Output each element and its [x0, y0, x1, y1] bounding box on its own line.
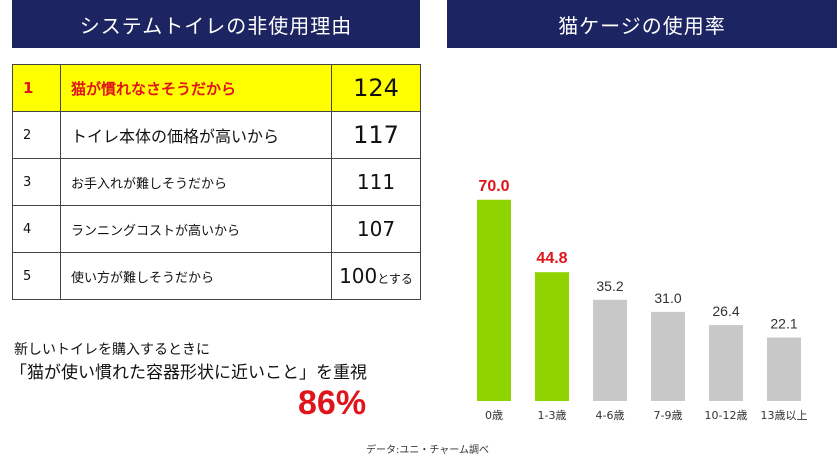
left-panel-title: システムトイレの非使用理由	[12, 0, 420, 48]
bar	[709, 325, 743, 401]
x-tick-label: 4-6歳	[596, 409, 625, 422]
bar	[767, 337, 801, 401]
count-cell: 111	[331, 158, 421, 206]
reasons-table: 1 猫が慣れなさそうだから 124 2 トイレ本体の価格が高いから 117 3 …	[12, 64, 421, 300]
note-line-2: 「猫が使い慣れた容器形状に近いこと」を重視	[10, 363, 367, 383]
data-label: 44.8	[536, 250, 567, 267]
x-tick-label: 0歳	[485, 409, 503, 422]
rank-cell: 5	[12, 252, 61, 300]
data-label: 22.1	[770, 315, 797, 331]
x-tick-label: 10-12歳	[705, 409, 748, 422]
table-row: 2 トイレ本体の価格が高いから 117	[12, 111, 421, 159]
count-value: 111	[356, 170, 396, 194]
rank-cell: 2	[12, 111, 61, 159]
table-row: 5 使い方が難しそうだから 100とする	[12, 252, 421, 300]
count-suffix: とする	[377, 272, 413, 286]
count-value: 107	[356, 217, 396, 241]
note-line-1: 新しいトイレを購入するときに	[14, 342, 210, 358]
count-cell: 117	[331, 111, 421, 159]
count-value: 124	[353, 74, 399, 102]
reason-cell: ランニングコストが高いから	[60, 205, 332, 253]
right-panel-title: 猫ケージの使用率	[447, 0, 837, 48]
table-row: 3 お手入れが難しそうだから 111	[12, 158, 421, 206]
rank-cell: 4	[12, 205, 61, 253]
x-tick-label: 1-3歳	[538, 409, 567, 422]
bar	[477, 199, 511, 401]
reason-cell: 猫が慣れなさそうだから	[60, 64, 332, 112]
data-label: 31.0	[654, 290, 681, 306]
reason-cell: お手入れが難しそうだから	[60, 158, 332, 206]
count-cell: 100とする	[331, 252, 421, 300]
bar	[593, 299, 627, 401]
count-value: 100	[339, 264, 378, 288]
bar	[535, 272, 569, 401]
rank-cell: 1	[12, 64, 61, 112]
x-tick-label: 7-9歳	[654, 409, 683, 422]
cage-usage-bar-chart: 70.0 0歳 44.8 1-3歳 35.2 4-6歳 31.0 7-9歳 26.4 10-12歳…	[477, 178, 808, 422]
count-cell: 124	[331, 64, 421, 112]
count-cell: 107	[331, 205, 421, 253]
table-row: 4 ランニングコストが高いから 107	[12, 205, 421, 253]
x-tick-label: 13歳以上	[761, 409, 808, 422]
reason-cell: トイレ本体の価格が高いから	[60, 111, 332, 159]
table-row: 1 猫が慣れなさそうだから 124	[12, 64, 421, 112]
reason-cell: 使い方が難しそうだから	[60, 252, 332, 300]
data-label: 70.0	[478, 178, 509, 195]
rank-cell: 3	[12, 158, 61, 206]
bar	[651, 311, 685, 401]
source-note: データ:ユニ・チャーム調べ	[366, 445, 489, 456]
data-label: 35.2	[596, 278, 623, 294]
data-label: 26.4	[712, 303, 739, 319]
highlight-percent: 86%	[298, 384, 367, 422]
count-value: 117	[353, 121, 399, 149]
